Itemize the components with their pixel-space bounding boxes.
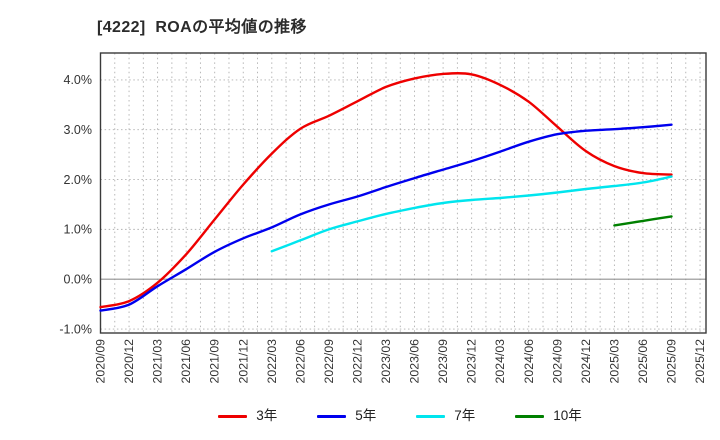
plot-border — [99, 52, 707, 334]
chart-plot: -1.0% 0.0% 1.0% 2.0% 3.0% 4.0% 2020/09 2020/12 2… — [59, 52, 707, 384]
x-tick-label: 2021/12 — [236, 339, 250, 384]
legend-item-5yr: 5年 — [317, 409, 376, 423]
x-tick-label: 2023/06 — [408, 339, 422, 384]
y-tick-label: 0.0% — [64, 272, 93, 286]
x-tick-label: 2023/03 — [379, 339, 393, 384]
y-tick-label: -1.0% — [59, 322, 92, 336]
x-tick-label: 2024/09 — [550, 339, 564, 384]
legend-label: 7年 — [454, 408, 476, 424]
x-tick-label: 2024/06 — [522, 339, 536, 384]
x-tick-label: 2025/12 — [693, 339, 707, 384]
x-tick-label: 2025/06 — [636, 339, 650, 384]
x-tick-label: 2023/09 — [436, 339, 450, 384]
x-tick-label: 2022/06 — [293, 339, 307, 384]
y-tick-label: 3.0% — [64, 123, 93, 137]
line-10yr — [613, 215, 673, 227]
legend-label: 10年 — [553, 408, 582, 424]
x-tick-label: 2025/03 — [607, 339, 621, 384]
x-tick-label: 2022/12 — [350, 339, 364, 384]
line-3yr — [99, 72, 673, 309]
x-tick-label: 2024/12 — [579, 339, 593, 384]
y-tick-label: 1.0% — [64, 223, 93, 237]
line-7yr — [270, 175, 673, 253]
legend-item-3yr: 3年 — [218, 409, 277, 423]
x-tick-label: 2024/03 — [493, 339, 507, 384]
x-tick-label: 2021/06 — [179, 339, 193, 384]
legend-item-10yr: 10年 — [515, 409, 582, 423]
chart-title: [4222] ROAの平均値の推移 — [97, 19, 307, 36]
x-tick-label: 2021/03 — [151, 339, 165, 384]
legend-item-7yr: 7年 — [416, 409, 475, 423]
x-tick-label: 2020/09 — [94, 339, 108, 384]
legend-label: 3年 — [256, 408, 278, 424]
legend-swatch — [218, 414, 248, 418]
y-tick-label: 4.0% — [64, 73, 93, 87]
y-tick-label: 2.0% — [64, 173, 93, 187]
legend-swatch — [515, 414, 545, 418]
chart-legend: 3年 5年 7年 10年 — [90, 404, 710, 428]
legend-label: 5年 — [355, 408, 377, 424]
x-tick-label: 2025/09 — [665, 339, 679, 384]
line-5yr — [99, 123, 673, 312]
x-tick-label: 2022/09 — [322, 339, 336, 384]
legend-swatch — [416, 414, 446, 418]
x-tick-label: 2023/12 — [465, 339, 479, 384]
legend-swatch — [317, 414, 347, 418]
x-tick-label: 2021/09 — [208, 339, 222, 384]
x-tick-label: 2022/03 — [265, 339, 279, 384]
x-tick-label: 2020/12 — [122, 339, 136, 384]
